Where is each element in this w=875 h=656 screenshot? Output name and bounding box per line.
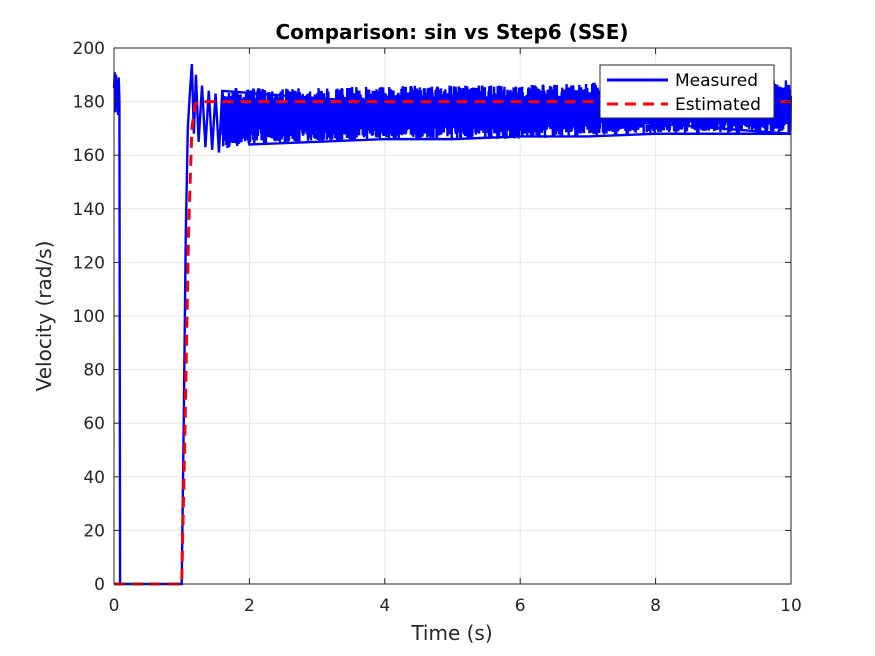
y-tick-label: 180 bbox=[73, 93, 105, 113]
chart-title: Comparison: sin vs Step6 (SSE) bbox=[275, 20, 628, 44]
legend-label-estimated: Estimated bbox=[675, 95, 761, 115]
y-tick-label: 20 bbox=[83, 521, 105, 541]
y-tick-label: 160 bbox=[73, 146, 105, 166]
x-tick-label: 0 bbox=[109, 596, 120, 616]
x-tick-label: 6 bbox=[515, 596, 526, 616]
x-tick-label: 10 bbox=[780, 596, 802, 616]
y-tick-label: 0 bbox=[94, 575, 105, 595]
x-tick-label: 8 bbox=[650, 596, 661, 616]
y-axis-label: Velocity (rad/s) bbox=[32, 241, 56, 392]
legend-box bbox=[599, 64, 775, 119]
y-tick-label: 120 bbox=[73, 253, 105, 273]
y-tick-label: 100 bbox=[73, 307, 105, 327]
legend: Measured Estimated bbox=[599, 64, 775, 119]
series-line-estimated bbox=[114, 100, 791, 586]
y-tick-label: 140 bbox=[73, 200, 105, 220]
legend-label-measured: Measured bbox=[675, 71, 758, 91]
x-axis-label: Time (s) bbox=[410, 621, 492, 645]
y-tick-label: 80 bbox=[83, 361, 105, 381]
grid-layer bbox=[113, 47, 792, 585]
x-tick-label: 2 bbox=[244, 596, 255, 616]
y-tick-label: 200 bbox=[73, 39, 105, 59]
y-tick-label: 60 bbox=[83, 414, 105, 434]
y-tick-label: 40 bbox=[83, 468, 105, 488]
x-tick-label: 4 bbox=[379, 596, 390, 616]
